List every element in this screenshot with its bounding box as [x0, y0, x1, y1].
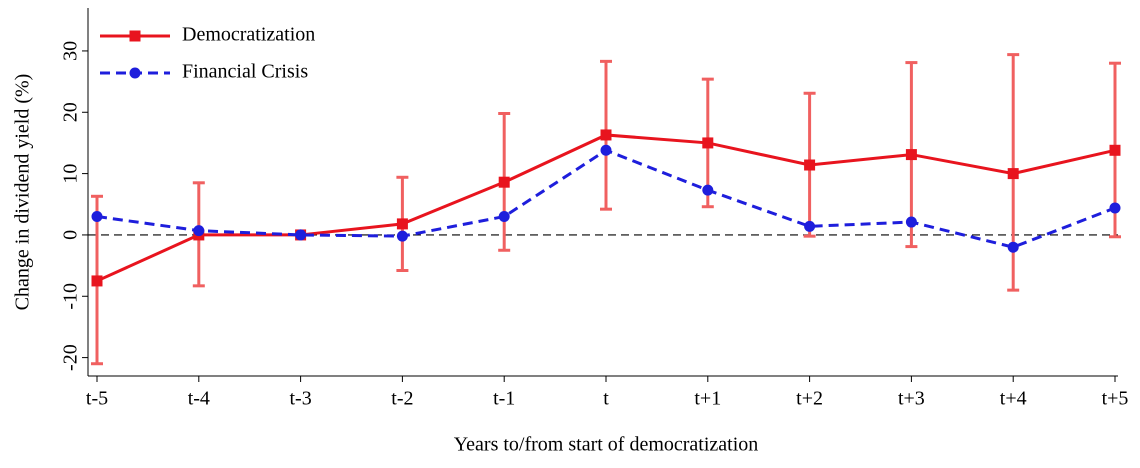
x-tick-label: t+1	[694, 388, 721, 410]
marker	[1109, 144, 1121, 156]
legend-label: Democratization	[182, 24, 315, 46]
x-tick-label: t+5	[1102, 388, 1129, 410]
x-tick-label: t+4	[1000, 388, 1027, 410]
marker	[702, 184, 714, 196]
marker	[91, 211, 103, 223]
x-tick-label: t-5	[86, 388, 108, 410]
marker	[193, 225, 205, 237]
x-tick-label: t+3	[898, 388, 925, 410]
marker	[702, 137, 714, 149]
marker	[600, 129, 612, 141]
marker	[498, 176, 510, 188]
y-tick-label: 20	[60, 102, 82, 122]
marker	[905, 149, 917, 161]
y-tick-label: 10	[60, 164, 82, 184]
marker	[804, 159, 816, 171]
x-axis-label: Years to/from start of democratization	[454, 434, 759, 456]
marker	[91, 275, 103, 287]
x-tick-label: t	[603, 388, 609, 410]
marker	[1109, 202, 1121, 214]
y-tick-label: -20	[60, 344, 82, 371]
marker	[396, 230, 408, 242]
legend-marker	[129, 30, 141, 42]
marker	[600, 144, 612, 156]
y-tick-label: 0	[60, 230, 82, 240]
x-tick-label: t-1	[493, 388, 515, 410]
x-tick-label: t+2	[796, 388, 823, 410]
legend-marker	[129, 67, 141, 79]
marker	[295, 229, 307, 241]
y-tick-label: -10	[60, 283, 82, 310]
x-tick-label: t-3	[289, 388, 311, 410]
y-axis-label: Change in dividend yield (%)	[12, 74, 34, 311]
y-tick-label: 30	[60, 41, 82, 61]
legend-label: Financial Crisis	[182, 61, 308, 83]
marker	[905, 216, 917, 228]
marker	[1007, 168, 1019, 180]
x-tick-label: t-2	[391, 388, 413, 410]
marker	[1007, 241, 1019, 253]
marker	[396, 218, 408, 230]
x-tick-label: t-4	[188, 388, 210, 410]
marker	[498, 211, 510, 223]
marker	[804, 220, 816, 232]
